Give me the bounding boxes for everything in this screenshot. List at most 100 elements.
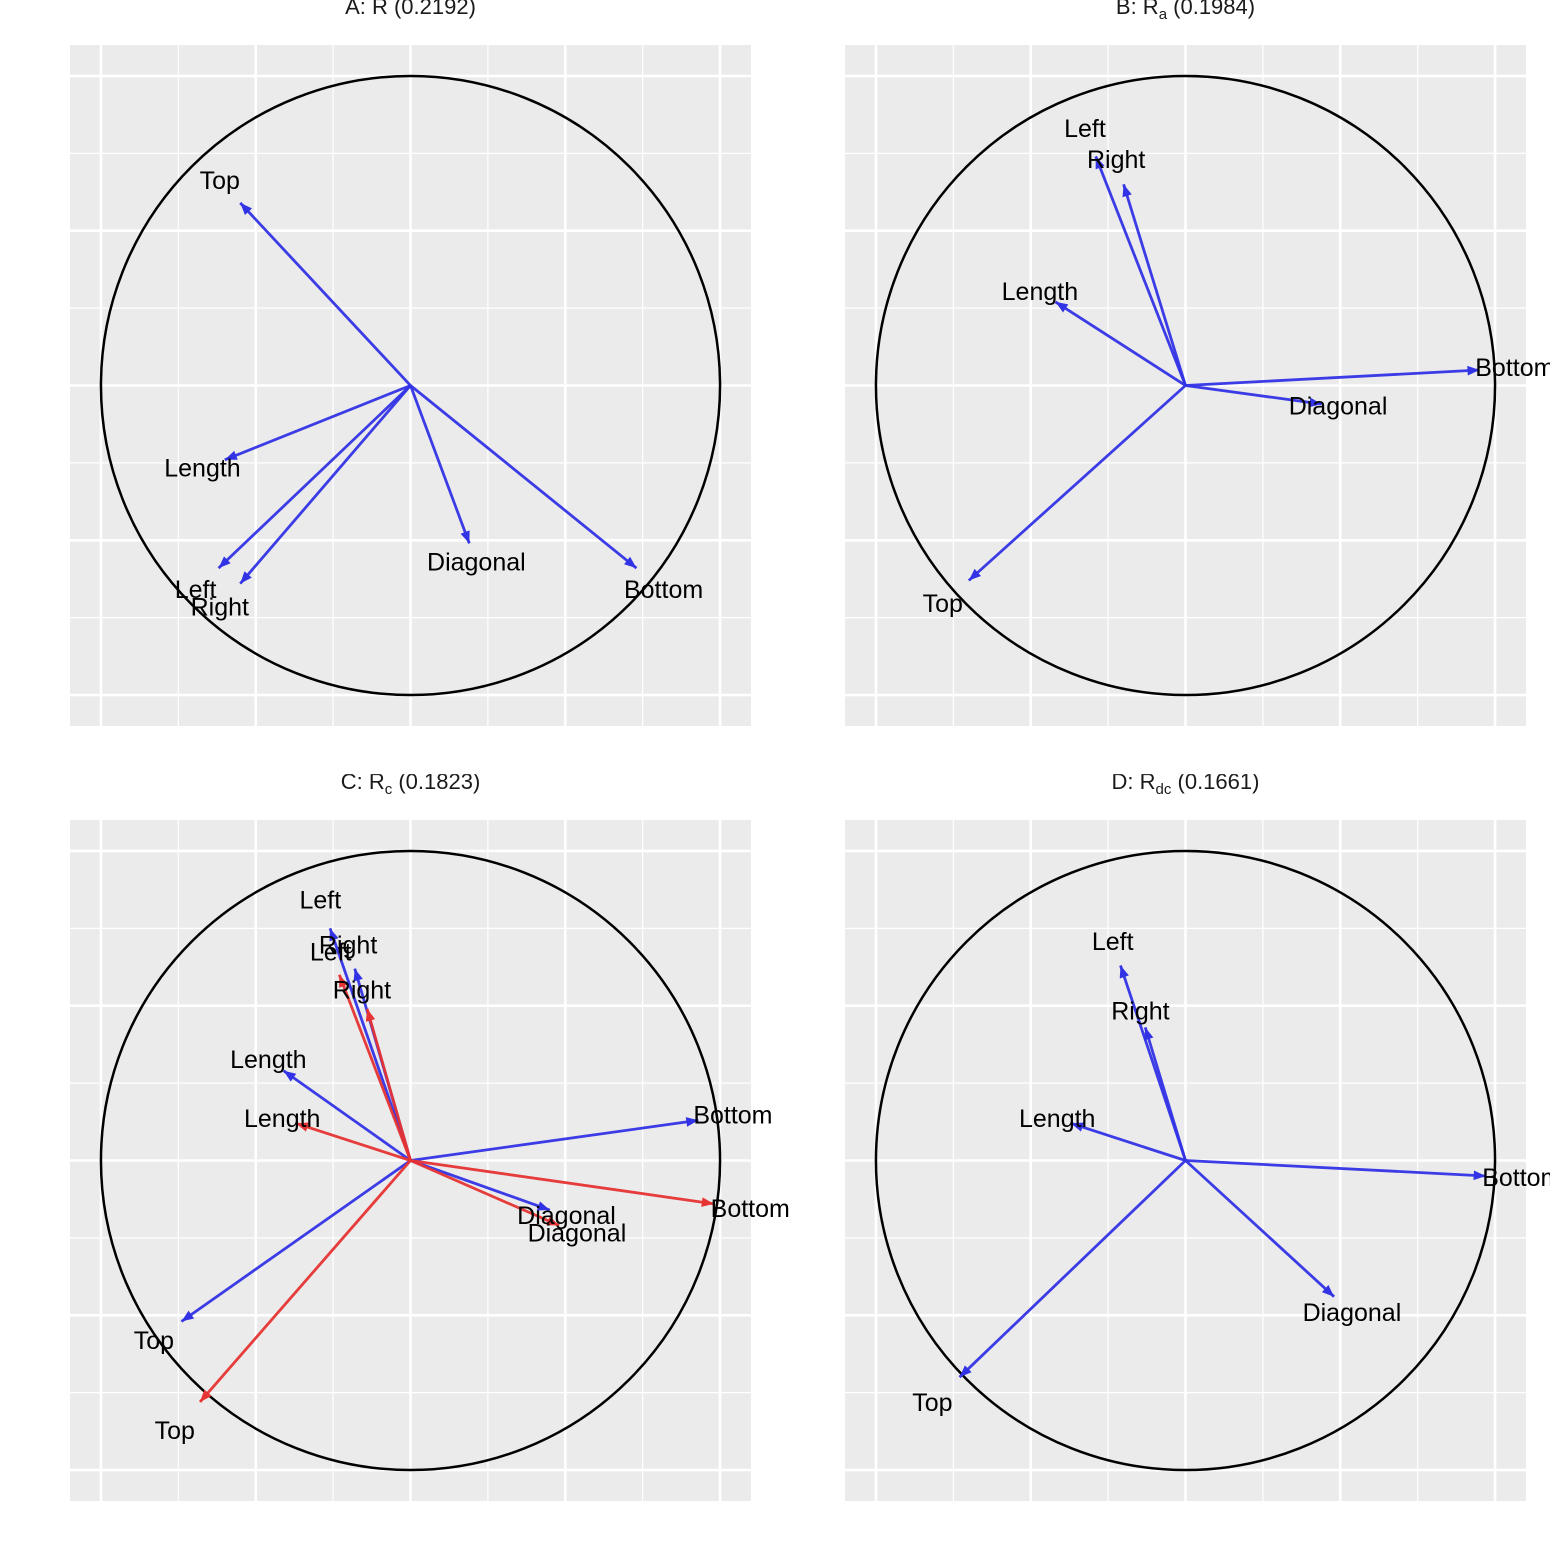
panel-a: A: R (0.2192) Top Length Left Right Diagonal… [22, 0, 845, 775]
vector-line [295, 1122, 411, 1162]
vector-label: Bottom [693, 1101, 772, 1129]
vector-arrowhead [460, 530, 470, 544]
vector-label: Length [244, 1105, 320, 1133]
vector-arrowhead [181, 1310, 195, 1322]
panel-c: C: Rc (0.1823) Left Right Length Bottom Diag… [22, 769, 845, 1550]
vector-line [1185, 368, 1480, 387]
vector-label: Diagonal [1289, 392, 1388, 420]
vector-arrowhead [624, 556, 637, 569]
vector-line [224, 384, 412, 462]
vector-line [365, 1008, 412, 1161]
vector-line [239, 384, 412, 585]
vector-line [410, 1159, 551, 1212]
vector-label: Left [175, 576, 217, 604]
vector-label: Bottom [1482, 1164, 1550, 1192]
vector-arrowhead [701, 1197, 714, 1207]
plot-svg: Left Right Length Bottom Diagonal Top [797, 772, 1550, 1549]
vector-arrowhead [685, 1117, 699, 1127]
title-sub: c [384, 781, 393, 798]
vector-line [1143, 1026, 1187, 1161]
vector-line [1185, 1159, 1486, 1178]
title-base: R [1142, 0, 1159, 19]
vector-line [1185, 384, 1322, 406]
vector-arrowhead [329, 928, 339, 942]
vector-line [967, 384, 1187, 582]
vector-label: Length [1019, 1105, 1095, 1133]
panel-title: B: Ra (0.1984) [845, 0, 1526, 23]
unit-circle [874, 849, 1497, 1472]
vector-arrowhead [968, 568, 982, 581]
title-base: R [368, 769, 385, 794]
vector-arrowhead [1473, 1170, 1486, 1181]
title-prefix: A: [345, 0, 372, 19]
vector-arrowhead [1309, 397, 1322, 408]
vector-label: Top [912, 1389, 952, 1417]
vector-label: Bottom [1475, 354, 1550, 382]
plot-svg: Left Right Length Bottom Diagonal Top [797, 45, 1550, 774]
title-suffix: (0.1984) [1167, 0, 1256, 19]
vector-arrowhead [546, 1216, 560, 1226]
vector-label: Diagonal [1303, 1299, 1402, 1327]
vector-label: Right [1087, 146, 1145, 174]
vector-line [180, 1159, 412, 1323]
vector-arrowhead [959, 1365, 972, 1378]
vector-line [409, 385, 471, 544]
vector-label: Bottom [624, 576, 703, 604]
vector-line [409, 384, 638, 570]
vector-label: Length [230, 1046, 306, 1074]
vector-label: Length [164, 455, 240, 483]
vector-line [1094, 155, 1187, 387]
panel-d: D: Rdc (0.1661) LeftRightLengthBottomDia… [797, 769, 1550, 1550]
vector-arrowhead [1122, 184, 1132, 198]
title-sub: a [1158, 6, 1168, 23]
vector-label: Top [155, 1417, 195, 1445]
vector-arrowhead [1095, 156, 1105, 170]
vector-arrowhead [1321, 1284, 1335, 1297]
vector-label: Top [134, 1327, 174, 1355]
panel-b: B: Ra (0.1984) Left Right Length Bottom Diag… [797, 0, 1550, 775]
vector-label: Left [1064, 115, 1106, 143]
vector-line [282, 1069, 412, 1162]
vector-arrowhead [218, 556, 231, 569]
vector-label: Right [1111, 997, 1169, 1025]
vector-arrowhead [1119, 965, 1129, 979]
vector-line [217, 384, 412, 570]
vector-label: Right [191, 593, 249, 621]
vector-label: Diagonal [528, 1219, 627, 1247]
vector-arrowhead [200, 1389, 212, 1402]
plot-svg: LeftRightLengthBottomDiagonalTopLeftRigh… [22, 772, 799, 1549]
vector-line [1054, 300, 1187, 387]
vector-label: Length [1002, 278, 1078, 306]
vector-line [1184, 1159, 1336, 1298]
title-prefix: B: [1115, 0, 1143, 19]
unit-circle [99, 74, 722, 697]
vector-label: Left [310, 938, 352, 966]
title-sub: dc [1155, 781, 1172, 798]
vector-line [337, 974, 412, 1162]
unit-circle [874, 74, 1497, 697]
vector-arrowhead [365, 1008, 376, 1022]
vector-label: Bottom [711, 1195, 790, 1223]
title-suffix: (0.2192) [387, 0, 476, 19]
vector-arrowhead [1144, 1027, 1154, 1041]
vector-line [239, 201, 412, 387]
vector-label: Right [319, 932, 377, 960]
vector-label: Diagonal [427, 548, 526, 576]
vector-arrowhead [295, 1122, 309, 1132]
vector-label: Top [923, 590, 963, 618]
title-base: R [1139, 769, 1156, 794]
title-prefix: D: [1111, 769, 1140, 794]
title-base: R [371, 0, 388, 19]
vector-arrowhead [240, 571, 252, 584]
vector-label: Right [333, 977, 391, 1005]
vector-line [198, 1159, 412, 1403]
vector-arrowhead [240, 202, 253, 215]
unit-circle [99, 849, 722, 1472]
panel-title: A: R (0.2192) [70, 0, 751, 23]
vector-line [958, 1159, 1187, 1379]
vector-arrowhead [1070, 1122, 1084, 1132]
vector-arrowhead [1055, 301, 1069, 313]
vector-line [410, 1118, 699, 1162]
vector-arrowhead [353, 968, 363, 982]
